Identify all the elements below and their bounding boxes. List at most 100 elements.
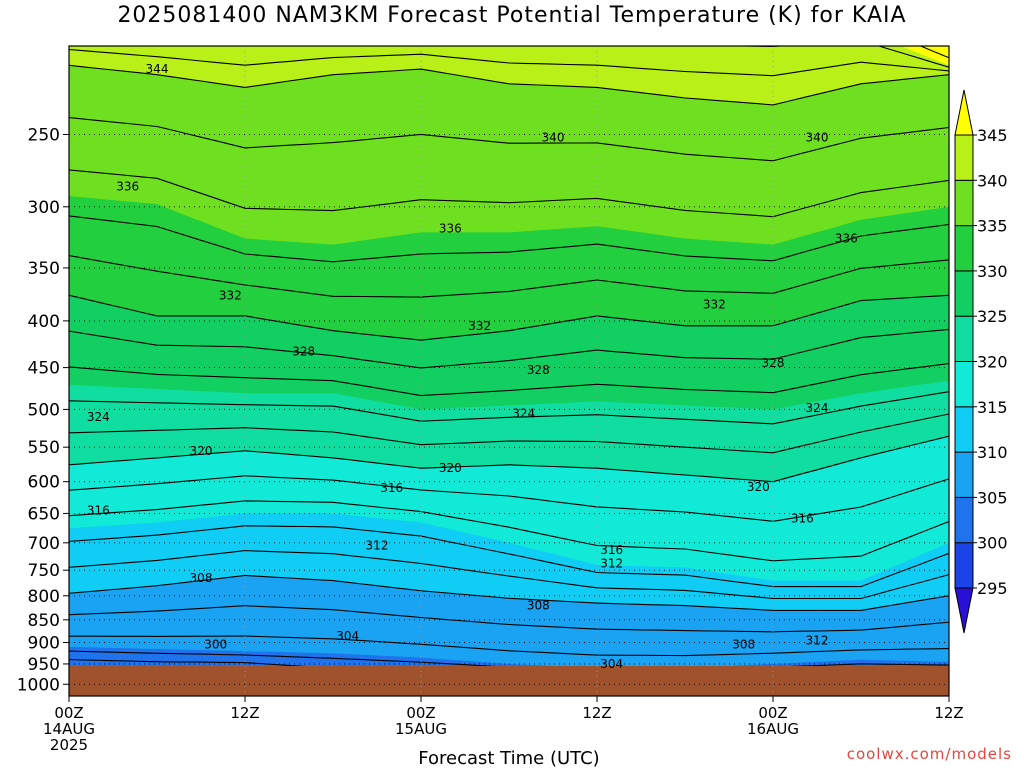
x-tick-label: 00Z (758, 704, 787, 722)
contour-label: 336 (439, 222, 462, 236)
contour-340 (69, 64, 949, 106)
y-tick-label: 950 (28, 655, 60, 675)
colorbar-label: 295 (977, 579, 1008, 598)
contour-label: 336 (116, 179, 139, 193)
colorbar-label: 310 (977, 443, 1008, 462)
x-tick-label: 12Z (582, 704, 611, 722)
contour-label: 328 (527, 363, 550, 377)
contour-328 (69, 328, 949, 369)
x-tick-label: 15AUG (395, 720, 447, 738)
contour-label: 308 (732, 638, 755, 652)
y-tick-label: 800 (28, 587, 60, 607)
y-tick-label: 850 (28, 611, 60, 631)
contour-342 (69, 48, 949, 77)
contour-label: 324 (806, 401, 829, 415)
contour-338 (69, 117, 949, 162)
y-tick-label: 1000 (17, 675, 60, 695)
pressure-axis: 2503003504004505005506006507007508008509… (17, 125, 69, 695)
contour-336 (69, 169, 949, 218)
contour-308 (69, 605, 949, 633)
contour-label: 332 (219, 288, 242, 302)
y-tick-label: 700 (28, 534, 60, 554)
contour-label: 312 (600, 556, 623, 570)
y-tick-label: 450 (28, 359, 60, 379)
band-340 (69, 46, 949, 105)
contour-label: 316 (380, 481, 403, 495)
y-tick-label: 750 (28, 561, 60, 581)
x-tick-label: 12Z (230, 704, 259, 722)
contour-label: 316 (87, 503, 110, 517)
colorbar-label: 335 (977, 217, 1008, 236)
contour-label: 320 (439, 461, 462, 475)
contour-lines (69, 46, 949, 666)
contour-322 (69, 413, 949, 454)
colorbar-swatch (954, 361, 974, 408)
contour-label: 300 (204, 638, 227, 652)
x-tick-label: 14AUG (43, 720, 95, 738)
contour-label: 332 (468, 319, 491, 333)
colorbar-label: 320 (977, 353, 1008, 372)
y-tick-label: 350 (28, 259, 60, 279)
contour-label: 304 (336, 629, 359, 643)
x-tick-label: 16AUG (747, 720, 799, 738)
credit-text: coolwx.com/models (846, 745, 1012, 763)
colorbar-swatch (954, 451, 974, 498)
contour-label: 340 (806, 131, 829, 145)
contour-306 (69, 635, 949, 657)
colorbar-label: 330 (977, 262, 1008, 281)
y-tick-label: 400 (28, 312, 60, 332)
contour-label: 332 (703, 298, 726, 312)
colorbar-swatch (954, 134, 974, 181)
colorbar-swatch (954, 270, 974, 317)
ground-fill (69, 666, 949, 696)
contour-label: 312 (806, 633, 829, 647)
contour-320 (69, 435, 949, 483)
contour-312 (69, 550, 949, 600)
contour-label: 336 (835, 232, 858, 246)
contour-label: 328 (762, 356, 785, 370)
colorbar-label: 325 (977, 307, 1008, 326)
colorbar-label: 315 (977, 398, 1008, 417)
y-tick-label: 600 (28, 473, 60, 493)
colorbar-label: 300 (977, 534, 1008, 553)
contour-label: 324 (87, 410, 110, 424)
plot-frame (68, 45, 950, 697)
contour-334 (69, 215, 949, 263)
chart-title: 2025081400 NAM3KM Forecast Potential Tem… (117, 3, 907, 28)
contour-326 (69, 362, 949, 397)
colorbar-swatch (954, 542, 974, 589)
x-axis-title: Forecast Time (UTC) (418, 748, 599, 768)
y-tick-label: 500 (28, 400, 60, 420)
y-tick-label: 300 (28, 198, 60, 218)
contour-310 (69, 574, 949, 611)
contour-332 (69, 255, 949, 298)
contour-label: 316 (791, 511, 814, 525)
colorbar-min-arrow (954, 587, 974, 634)
x-tick-label: 00Z (54, 704, 83, 722)
x-tick-label: 12Z (934, 704, 963, 722)
colorbar-max-arrow (954, 89, 974, 136)
colorbar-swatch (954, 406, 974, 453)
contour-label: 312 (366, 539, 389, 553)
contour-330 (69, 294, 949, 341)
grid-lines (69, 46, 949, 696)
y-tick-label: 650 (28, 504, 60, 524)
contour-label: 320 (190, 444, 213, 458)
x-tick-label: 00Z (406, 704, 435, 722)
y-tick-label: 550 (28, 438, 60, 458)
contour-labels: 344 340 340 336 336 336 332 332 332 328 328 328 324 3… (87, 62, 858, 671)
colorbar: 295 300 305 310 315 320 325 330 335 340 345 (954, 89, 1008, 634)
contour-318 (69, 475, 949, 522)
y-tick-label: 900 (28, 633, 60, 653)
x-tick-label: 2025 (50, 736, 88, 754)
contour-label: 308 (527, 599, 550, 613)
contour-label: 304 (600, 657, 623, 671)
y-tick-label: 250 (28, 125, 60, 145)
colorbar-swatch (954, 179, 974, 227)
colorbar-label: 340 (977, 171, 1008, 190)
contour-label: 308 (190, 571, 213, 585)
colorbar-swatch (954, 496, 974, 544)
colorbar-label: 305 (977, 488, 1008, 507)
